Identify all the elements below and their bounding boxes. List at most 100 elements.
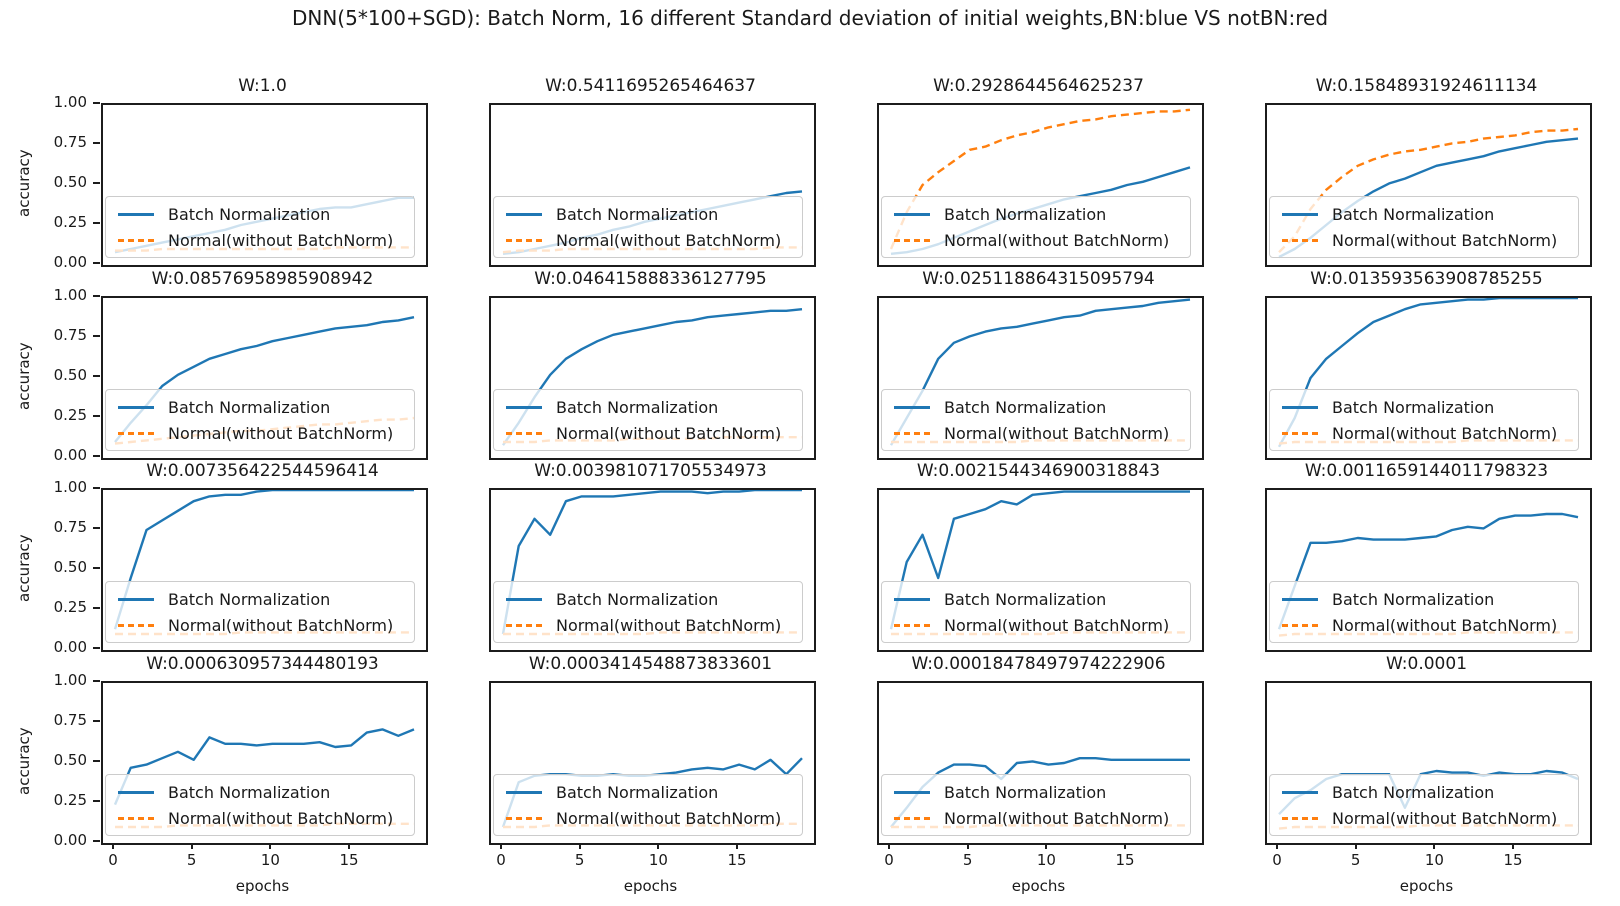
legend-item: Normal(without BatchNorm) [118,231,402,250]
legend-label: Normal(without BatchNorm) [1332,615,1558,635]
x-tick-mark [1276,843,1278,849]
subplot-title: W:0.0001 [1385,654,1468,674]
x-tick-mark [1124,843,1127,849]
subplot-title: W:0.013593563908785255 [1310,269,1543,289]
x-tick-mark [657,843,660,849]
legend-item: Batch Normalization [118,398,402,417]
legend-solid-line-icon [506,597,542,601]
legend: Batch Normalization Normal(without BatchN… [105,196,415,258]
legend-label: Batch Normalization [168,204,331,224]
legend-label: Batch Normalization [1332,397,1495,417]
legend-solid-line-icon [1282,405,1318,409]
y-tick-mark [93,487,100,489]
legend-item: Batch Normalization [1282,398,1566,417]
batch-norm-line [113,728,415,806]
legend: Batch Normalization Normal(without BatchN… [881,196,1191,258]
x-tick-label: 5 [962,851,973,869]
normal-line [889,108,1191,250]
legend-solid-line-icon [1282,790,1318,794]
subplot-title: W:0.00018478497974222906 [911,654,1166,674]
legend-item: Normal(without BatchNorm) [894,809,1178,828]
legend-label: Normal(without BatchNorm) [1332,423,1558,443]
legend: Batch Normalization Normal(without BatchN… [493,774,803,836]
legend-item: Batch Normalization [894,398,1178,417]
y-tick-label: 1.00 [53,671,87,689]
legend-item: Batch Normalization [506,205,790,224]
x-tick-label: 10 [1424,851,1444,869]
legend-item: Normal(without BatchNorm) [506,809,790,828]
x-tick-label: 0 [884,851,894,869]
legend-label: Batch Normalization [168,397,331,417]
y-tick-mark [93,262,100,264]
legend-item: Batch Normalization [506,783,790,802]
legend-solid-line-icon [506,405,542,409]
y-tick-mark [93,567,100,569]
x-axis-label: epochs [623,877,678,895]
y-tick-mark [93,607,100,609]
x-tick-mark [348,843,351,849]
x-tick-label: 5 [186,851,197,869]
legend-label: Normal(without BatchNorm) [556,808,782,828]
legend: Batch Normalization Normal(without BatchN… [1269,774,1579,836]
legend-item: Batch Normalization [894,783,1178,802]
legend-dashed-line-icon [894,431,930,435]
y-tick-mark [93,182,100,184]
legend-label: Batch Normalization [556,204,719,224]
batch-norm-line [889,490,1190,630]
legend: Batch Normalization Normal(without BatchN… [881,774,1191,836]
batch-norm-line [501,490,802,635]
x-tick-label: 15 [339,851,359,869]
subplot-title: W:0.007356422544596414 [146,461,379,481]
legend-label: Normal(without BatchNorm) [556,230,782,250]
x-tick-mark [1512,843,1515,849]
legend-label: Normal(without BatchNorm) [1332,230,1558,250]
y-tick-label: 0.75 [53,326,87,344]
x-tick-label: 10 [648,851,668,869]
x-tick-mark [1354,843,1357,849]
legend: Batch Normalization Normal(without BatchN… [881,389,1191,451]
legend: Batch Normalization Normal(without BatchN… [105,581,415,643]
x-tick-label: 0 [496,851,506,869]
y-tick-mark [93,415,100,417]
legend-item: Batch Normalization [118,783,402,802]
y-tick-label: 1.00 [53,478,87,496]
y-tick-label: 0.75 [53,711,87,729]
x-tick-mark [1433,843,1436,849]
y-tick-label: 0.25 [53,791,87,809]
legend-solid-line-icon [118,405,154,409]
y-tick-label: 0.50 [53,558,87,576]
y-axis-label: accuracy [15,149,33,217]
legend-dashed-line-icon [506,431,542,435]
legend: Batch Normalization Normal(without BatchN… [493,581,803,643]
x-tick-label: 0 [1272,851,1282,869]
batch-norm-line [890,756,1190,828]
legend-label: Batch Normalization [1332,204,1495,224]
legend-dashed-line-icon [506,623,542,627]
y-tick-label: 1.00 [53,286,87,304]
subplot-title: W:0.5411695265464637 [545,76,756,96]
x-axis-label: epochs [1011,877,1066,895]
legend-dashed-line-icon [894,816,930,820]
legend-item: Normal(without BatchNorm) [1282,616,1566,635]
legend-dashed-line-icon [1282,816,1318,820]
legend-item: Batch Normalization [894,205,1178,224]
x-tick-label: 10 [260,851,280,869]
legend-item: Normal(without BatchNorm) [1282,231,1566,250]
legend-label: Normal(without BatchNorm) [944,615,1170,635]
x-tick-mark [500,843,502,849]
legend-label: Batch Normalization [1332,589,1495,609]
legend-solid-line-icon [506,212,542,216]
legend-solid-line-icon [118,597,154,601]
x-tick-label: 0 [108,851,118,869]
legend-solid-line-icon [894,405,930,409]
subplot-title: W:0.2928644564625237 [933,76,1144,96]
legend-solid-line-icon [118,212,154,216]
subplot-title: W:0.0003414548873833601 [528,654,773,674]
y-axis-label: accuracy [15,534,33,602]
legend-label: Batch Normalization [168,589,331,609]
legend-label: Normal(without BatchNorm) [168,230,394,250]
y-axis-label: accuracy [15,342,33,410]
subplot-title: W:0.08576958985908942 [151,269,374,289]
legend-label: Normal(without BatchNorm) [944,808,1170,828]
